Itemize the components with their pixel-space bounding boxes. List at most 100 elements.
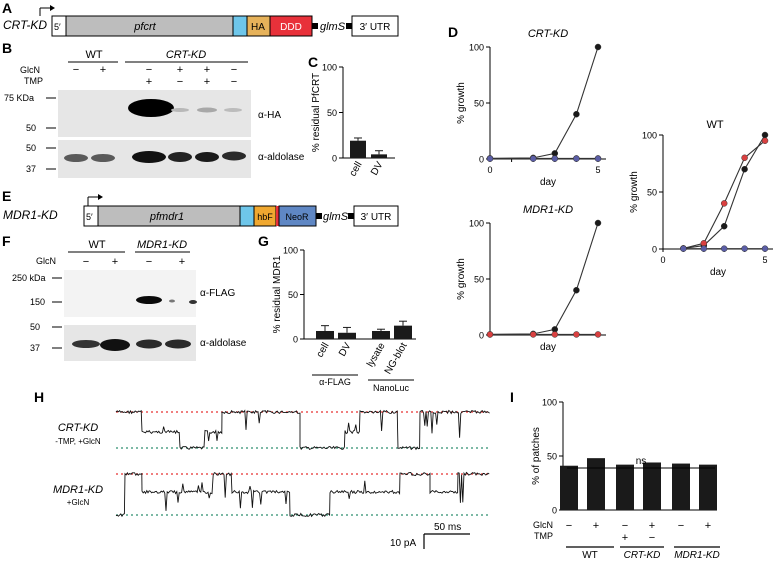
blot-f-glcn-sign: − [146,256,152,268]
chart-g-bar [338,332,356,339]
chart-d-crt-y-tick: 0 [479,155,484,165]
chart-d-wt-point [741,245,748,252]
chart-i-group-label: CRT-KD [624,550,661,561]
trace-2-name: MDR1-KD [53,484,103,496]
chart-c-y-tick: 50 [327,108,337,118]
chart-g-bar [394,325,412,339]
chart-i-tmp-sign: − [649,532,655,544]
svg-text:GlcN: GlcN [36,256,56,266]
svg-text:HA: HA [251,22,265,33]
chart-c: 0 50 100% residual PfCRT cell DV [311,63,395,179]
blot-f-glcn-sign: + [112,256,118,268]
chart-d-mdr-y-tick: 100 [469,219,484,229]
construct-e-3utr [353,205,399,227]
chart-d-wt-point [720,222,728,230]
chart-g-y-tick: 50 [288,290,298,300]
chart-d-wt-x-tick: 5 [762,255,767,265]
blot-b-glcn-sign: + [177,64,183,76]
chart-d-wt-point [720,200,728,207]
chart-i-y-tick: 0 [552,506,557,516]
chart-c-category: cell [348,160,365,179]
chart-d-crt-point [486,155,494,162]
blot-f: WT MDR1-KD GlcN − + − + 250 kDa 150 50 37 α… [12,239,247,361]
chart-d-wt-point [761,137,769,144]
svg-text:pfcrt: pfcrt [133,21,156,33]
panel-label-h: H [34,389,44,405]
chart-i-bar [643,462,661,510]
chart-d-wt: 0 50 100 0 5 % growth day WT [629,119,773,278]
chart-d-wt-y-tick: 100 [642,131,657,141]
svg-text:α-FLAG: α-FLAG [200,288,235,299]
chart-d-mdr-point [594,219,602,227]
chart-d-crt-point [551,155,559,162]
construct-e-name: MDR1-KD [3,208,58,222]
chart-d-crt-x-tick: 0 [487,165,492,175]
blot-b: WT CRT-KD GlcN TMP − + − + + −+ − + − 75 KDa 50 … [4,49,305,178]
chart-c-bar [371,154,387,158]
chart-g-y-tick: 100 [283,246,298,256]
chart-d-wt-title: WT [706,119,723,131]
svg-text:50: 50 [26,123,36,133]
svg-text:5′: 5′ [54,22,61,32]
chart-d-wt-y-tick: 50 [647,188,657,198]
traces-h: CRT-KD -TMP, +GlcN MDR1-KD +GlcN 50 ms 1… [53,409,490,549]
svg-text:10 pA: 10 pA [390,538,416,549]
chart-d-wt-point [700,240,708,247]
chart-i-row2-label: TMP [534,531,553,541]
chart-g-bar [372,330,390,339]
svg-text:glmS: glmS [320,21,346,33]
chart-d-wt-point [761,131,769,139]
chart-d-wt-x-tick: 0 [660,255,665,265]
svg-text:50: 50 [30,322,40,332]
chart-d-crt-point [573,110,580,118]
svg-text:pfmdr1: pfmdr1 [149,211,184,223]
chart-d-mdr-series-line [489,222,599,335]
chart-i-glcn-sign: − [566,520,572,532]
chart-i-bar [587,458,605,510]
svg-text:glmS: glmS [323,211,349,223]
trace-2-condition: +GlcN [67,498,90,507]
trace-1-name: CRT-KD [58,422,98,434]
chart-d-crt-y-label: % growth [456,82,467,124]
svg-text:DDD: DDD [280,22,302,33]
chart-d-mdr-y-label: % growth [456,258,467,300]
blot-b-tmp-sign: − [177,76,183,88]
chart-d-crt-point [594,43,602,51]
chart-d-crt-point [573,155,580,162]
chart-g-bar [316,330,334,339]
chart-i-bar [699,464,717,510]
chart-d-crt-x-label: day [540,177,556,188]
chart-d-wt-point [700,245,708,252]
chart-d-mdr-point [573,286,580,294]
chart-i-bar [560,465,578,510]
chart-d-mdr-point [486,331,494,338]
blot-b-wt-label: WT [85,49,102,61]
trace-2 [115,471,490,518]
chart-i-group-label: MDR1-KD [674,550,720,561]
chart-c-bar [350,140,366,158]
blot-f-wt-label: WT [88,239,105,251]
construct-e: MDR1-KD 5′ pfmdr1 hbF NeoR glmS 3′ UTR [3,194,399,227]
panel-label-a: A [2,0,12,16]
construct-e-linker [239,205,255,227]
svg-text:75 KDa: 75 KDa [4,93,34,103]
chart-d-wt-point [741,165,748,173]
blot-b-glcn-sign: + [204,64,210,76]
chart-d-mdr-x-label: day [540,342,556,353]
svg-text:5′: 5′ [86,212,93,222]
chart-i-tmp-sign: + [622,532,628,544]
chart-g-group-label: α-FLAG [319,377,351,387]
chart-g-group-label: NanoLuc [373,383,410,393]
chart-d-wt-y-label: % growth [629,171,640,213]
chart-i-glcn-sign: − [678,520,684,532]
chart-i-bar [616,464,634,510]
construct-a-3utr [351,15,399,37]
chart-i-row1-label: GlcN [533,520,553,530]
chart-d-wt-series-line [683,140,766,249]
chart-d-crt-x-tick: 5 [595,165,600,175]
blot-b-tmp-sign: + [204,76,210,88]
blot-f-kd-label: MDR1-KD [137,239,187,251]
blot-b-glcn-sign: − [73,64,79,76]
